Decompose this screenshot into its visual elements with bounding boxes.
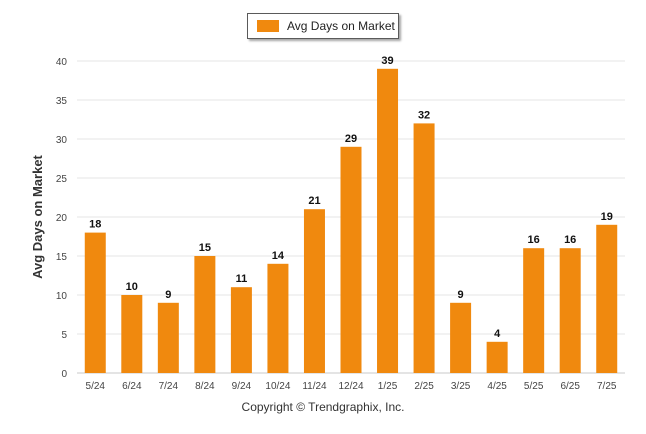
x-tick-label: 9/24 bbox=[232, 381, 252, 392]
x-tick-label: 2/25 bbox=[414, 381, 434, 392]
y-tick-label: 20 bbox=[56, 213, 68, 224]
x-axis-ticks: 5/24 6/24 7/24 8/24 9/24 10/24 11/24 12/24 1/25 2… bbox=[86, 381, 617, 392]
data-label: 39 bbox=[381, 55, 393, 67]
bar bbox=[523, 248, 545, 373]
legend-swatch bbox=[257, 20, 279, 32]
y-tick-label: 25 bbox=[56, 174, 68, 185]
data-label: 16 bbox=[564, 234, 576, 246]
copyright-text: Copyright © Trendgraphix, Inc. bbox=[241, 400, 405, 414]
data-label: 15 bbox=[199, 242, 211, 254]
bar bbox=[377, 68, 399, 374]
bars bbox=[84, 68, 618, 374]
bar bbox=[230, 287, 252, 373]
y-tick-label: 0 bbox=[61, 369, 67, 380]
y-tick-label: 30 bbox=[56, 135, 68, 146]
bar bbox=[596, 224, 618, 373]
data-label: 32 bbox=[418, 109, 430, 121]
x-tick-label: 7/25 bbox=[597, 381, 617, 392]
x-tick-label: 1/25 bbox=[378, 381, 398, 392]
y-axis-ticks: 0 5 10 15 20 25 30 35 40 bbox=[56, 57, 68, 380]
x-tick-label: 6/24 bbox=[122, 381, 142, 392]
data-label: 21 bbox=[308, 195, 320, 207]
data-label: 16 bbox=[528, 234, 540, 246]
data-label: 18 bbox=[89, 219, 101, 231]
bar bbox=[450, 302, 472, 373]
bar bbox=[559, 248, 581, 373]
x-tick-label: 6/25 bbox=[560, 381, 580, 392]
data-label: 9 bbox=[165, 289, 171, 301]
data-label: 4 bbox=[494, 328, 501, 340]
legend: Avg Days on Market bbox=[247, 13, 399, 39]
data-label: 19 bbox=[601, 211, 613, 223]
x-tick-label: 12/24 bbox=[338, 381, 363, 392]
x-tick-label: 10/24 bbox=[265, 381, 290, 392]
legend-label: Avg Days on Market bbox=[287, 19, 395, 33]
data-label: 14 bbox=[272, 250, 285, 262]
bar bbox=[340, 146, 362, 373]
bar bbox=[157, 302, 179, 373]
bar bbox=[194, 256, 216, 373]
data-label: 11 bbox=[236, 273, 248, 285]
x-tick-label: 5/25 bbox=[524, 381, 544, 392]
y-axis-title: Avg Days on Market bbox=[30, 154, 45, 278]
bar bbox=[413, 123, 435, 374]
bar bbox=[84, 232, 106, 373]
data-labels: 18 10 9 15 11 14 21 29 39 32 9 4 16 16 19 bbox=[89, 55, 613, 340]
x-tick-label: 4/25 bbox=[487, 381, 507, 392]
y-tick-label: 40 bbox=[56, 57, 68, 68]
y-tick-label: 5 bbox=[61, 330, 67, 341]
bar bbox=[121, 295, 143, 373]
y-tick-label: 10 bbox=[56, 291, 68, 302]
y-tick-label: 35 bbox=[56, 96, 68, 107]
bar bbox=[486, 341, 508, 373]
x-tick-label: 3/25 bbox=[451, 381, 471, 392]
x-tick-label: 5/24 bbox=[86, 381, 106, 392]
x-tick-label: 7/24 bbox=[159, 381, 179, 392]
data-label: 29 bbox=[345, 133, 357, 145]
bar bbox=[267, 263, 289, 373]
bar bbox=[303, 209, 325, 373]
data-label: 10 bbox=[126, 281, 138, 293]
y-tick-label: 15 bbox=[56, 252, 68, 263]
x-tick-label: 8/24 bbox=[195, 381, 215, 392]
x-tick-label: 11/24 bbox=[302, 381, 327, 392]
data-label: 9 bbox=[458, 289, 464, 301]
